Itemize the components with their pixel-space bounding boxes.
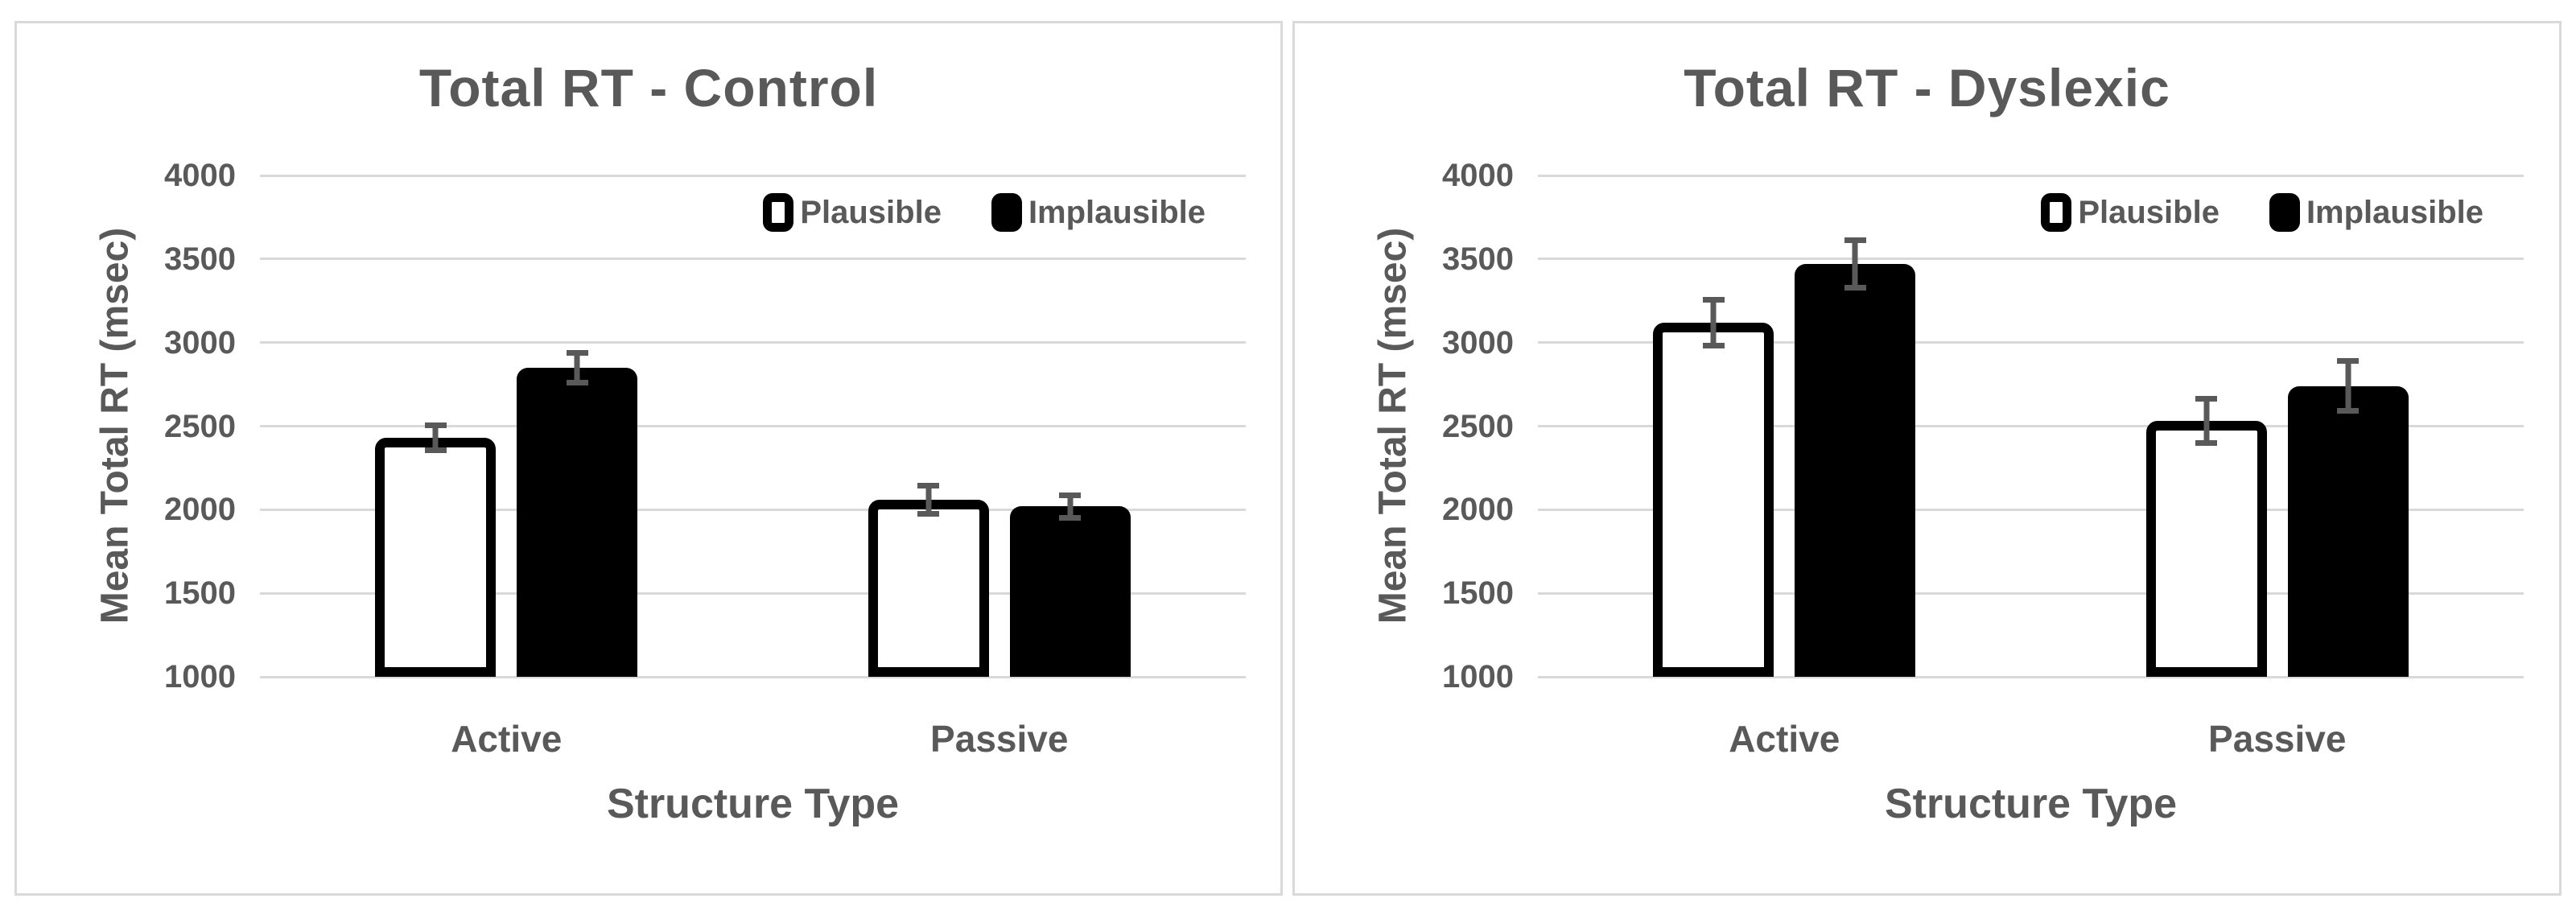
error-bar-top-cap [566,350,588,356]
plot-area: Plausible Implausible [260,174,1246,678]
error-bar-line [925,483,932,517]
gridline [1538,591,2524,595]
gridline [260,258,1246,261]
legend: Plausible Implausible [763,193,1206,232]
x-axis-category-labels: Active Passive [1538,717,2524,765]
error-bar-active-implausible [1844,237,1866,291]
y-tick-label: 1500 [164,575,236,612]
gridline [260,174,1246,177]
error-bar-top-cap [1059,492,1082,498]
error-bar-bottom-cap [1059,514,1082,521]
bar-active-implausible [517,367,638,677]
chart-panel-control: Total RT - Control Mean Total RT (msec) … [14,21,1283,896]
gridline [1538,675,2524,678]
error-bar-line [1067,492,1074,521]
x-axis-title: Structure Type [1884,781,2178,827]
bar-passive-plausible [2145,421,2267,677]
legend-label: Plausible [800,194,942,230]
gridline [1538,425,2524,427]
chart-title: Total RT - Dyslexic [1684,58,2170,117]
gridline [260,508,1246,511]
error-bar-line [574,350,580,385]
y-tick-label: 2500 [164,408,236,444]
x-category-label-passive: Passive [930,718,1069,760]
x-axis-title: Structure Type [606,781,900,827]
legend-marker-icon [991,193,1022,232]
y-axis-tick-labels: 4000 3500 3000 2500 2000 1500 1000 [17,158,236,694]
chart-title: Total RT - Control [418,58,879,117]
y-tick-label: 4000 [164,158,236,193]
error-bar-passive-plausible [2195,396,2218,447]
bar-passive-implausible [2287,385,2409,677]
error-bar-active-plausible [1702,296,1725,348]
gridline [1538,341,2524,344]
error-bar-line [1710,296,1717,348]
gridline [1538,174,2524,177]
error-bar-line [2203,396,2210,447]
error-bar-active-plausible [424,422,447,453]
y-tick-label: 1000 [164,659,236,694]
bar-passive-implausible [1009,506,1131,677]
y-tick-label: 1000 [1442,659,1514,694]
gridline [260,341,1246,344]
gridline [1538,258,2524,261]
legend-label: Implausible [1028,194,1206,230]
y-tick-label: 2000 [164,492,236,528]
bar-active-plausible [375,438,497,677]
legend-marker-icon [2269,193,2300,232]
x-category-label-passive: Passive [2208,718,2347,760]
error-bar-passive-implausible [2337,358,2360,414]
gridline [260,425,1246,427]
legend-item-implausible: Implausible [2269,193,2483,232]
bar-active-implausible [1795,264,1916,677]
legend-marker-icon [763,193,794,232]
error-bar-bottom-cap [2195,440,2218,447]
gridline [260,675,1246,678]
x-axis-category-labels: Active Passive [260,717,1246,765]
error-bar-top-cap [424,422,447,429]
legend-label: Plausible [2078,194,2219,230]
legend-item-plausible: Plausible [763,193,942,232]
error-bar-bottom-cap [2337,407,2360,414]
legend: Plausible Implausible [2041,193,2483,232]
y-tick-label: 4000 [1442,158,1514,193]
y-tick-label: 3500 [1442,241,1514,277]
x-category-label-active: Active [451,718,563,760]
error-bar-top-cap [1844,237,1866,243]
y-tick-label: 3000 [1442,324,1514,361]
error-bar-top-cap [2195,396,2218,402]
bar-passive-plausible [868,499,989,677]
error-bar-line [1852,237,1858,291]
error-bar-top-cap [917,483,940,489]
gridline [260,591,1246,595]
error-bar-line [2345,358,2351,414]
gridline [1538,508,2524,511]
error-bar-passive-plausible [917,483,940,517]
error-bar-line [432,422,439,453]
y-tick-label: 3000 [164,324,236,361]
error-bar-top-cap [2337,358,2360,365]
error-bar-bottom-cap [566,379,588,385]
error-bar-active-implausible [566,350,588,385]
y-tick-label: 3500 [164,241,236,277]
plot-area: Plausible Implausible [1538,174,2524,678]
bar-active-plausible [1653,322,1774,677]
error-bar-bottom-cap [917,510,940,517]
legend-marker-icon [2041,193,2072,232]
error-bar-passive-implausible [1059,492,1082,521]
y-tick-label: 2500 [1442,408,1514,444]
error-bar-top-cap [1702,296,1725,303]
y-tick-label: 1500 [1442,575,1514,612]
x-category-label-active: Active [1729,718,1840,760]
y-axis-tick-labels: 4000 3500 3000 2500 2000 1500 1000 [1295,158,1514,694]
error-bar-bottom-cap [1702,342,1725,348]
error-bar-bottom-cap [1844,285,1866,291]
chart-panel-dyslexic: Total RT - Dyslexic Mean Total RT (msec)… [1292,21,2562,896]
y-tick-label: 2000 [1442,492,1514,528]
legend-item-plausible: Plausible [2041,193,2219,232]
legend-item-implausible: Implausible [991,193,1206,232]
error-bar-bottom-cap [424,447,447,453]
legend-label: Implausible [2306,194,2483,230]
